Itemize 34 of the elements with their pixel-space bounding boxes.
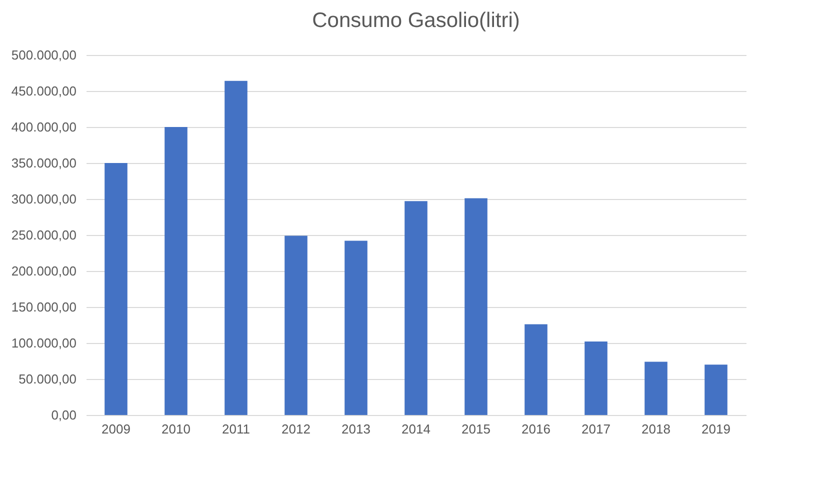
x-tick-label: 2015 <box>462 422 490 436</box>
x-tick-label: 2009 <box>102 422 130 436</box>
bar <box>404 201 428 415</box>
bar <box>164 127 188 415</box>
y-tick-label: 450.000,00 <box>11 84 76 98</box>
bar <box>644 362 668 415</box>
bar <box>344 240 368 415</box>
y-tick-label: 300.000,00 <box>11 192 76 206</box>
chart-title: Consumo Gasolio(litri) <box>312 9 520 32</box>
y-tick-label: 100.000,00 <box>11 336 76 350</box>
bar <box>104 163 128 415</box>
x-tick-label: 2018 <box>642 422 670 436</box>
x-tick-label: 2017 <box>582 422 610 436</box>
bar <box>524 324 548 415</box>
bar <box>704 364 728 415</box>
y-tick-label: 0,00 <box>51 408 76 422</box>
bar <box>584 342 608 415</box>
y-tick-label: 200.000,00 <box>11 264 76 278</box>
x-tick-label: 2019 <box>702 422 730 436</box>
x-tick-label: 2012 <box>282 422 310 436</box>
x-tick-label: 2011 <box>222 422 250 436</box>
x-tick-label: 2013 <box>342 422 370 436</box>
y-tick-label: 350.000,00 <box>11 156 76 170</box>
x-tick-label: 2016 <box>522 422 550 436</box>
x-tick-label: 2010 <box>162 422 190 436</box>
y-tick-label: 50.000,00 <box>18 372 76 386</box>
y-tick-label: 400.000,00 <box>11 120 76 134</box>
x-tick-label: 2014 <box>402 422 430 436</box>
y-tick-label: 150.000,00 <box>11 300 76 314</box>
y-tick-label: 250.000,00 <box>11 228 76 242</box>
y-tick-label: 500.000,00 <box>11 48 76 62</box>
bar <box>284 236 308 415</box>
bar <box>464 198 488 415</box>
bar <box>224 80 248 415</box>
